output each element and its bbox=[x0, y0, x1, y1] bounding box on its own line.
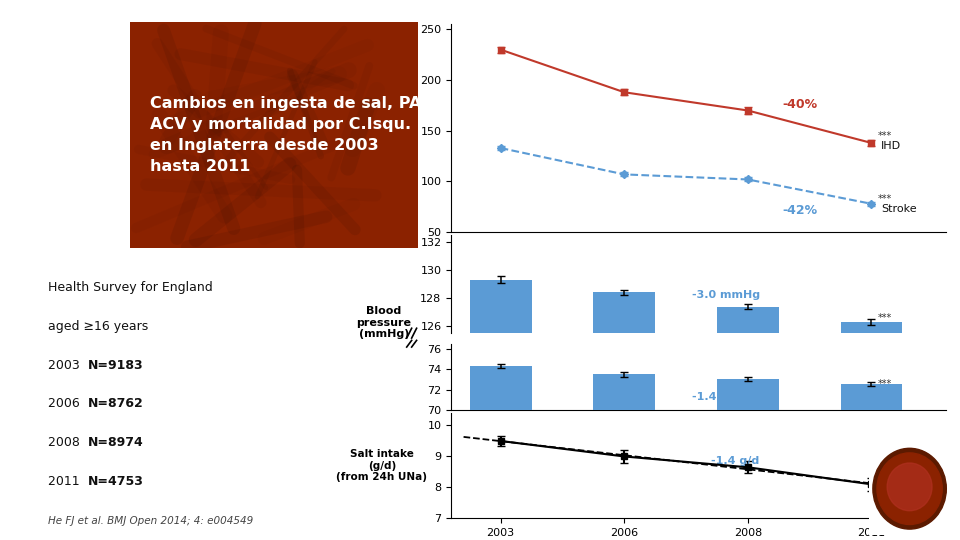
Text: ***: *** bbox=[877, 194, 892, 204]
Text: -3.0 mmHg: -3.0 mmHg bbox=[692, 290, 760, 300]
Text: aged ≥16 years: aged ≥16 years bbox=[48, 320, 148, 333]
Text: ***: *** bbox=[877, 313, 892, 322]
Text: 2006: 2006 bbox=[48, 397, 84, 410]
Text: 2003: 2003 bbox=[48, 359, 84, 372]
Text: ***: *** bbox=[877, 131, 892, 141]
Text: Stroke: Stroke bbox=[881, 204, 917, 214]
Bar bbox=[717, 307, 779, 333]
Text: IHD: IHD bbox=[881, 141, 901, 151]
Text: N=9183: N=9183 bbox=[88, 359, 144, 372]
Ellipse shape bbox=[887, 463, 932, 511]
Text: Health Survey for England: Health Survey for England bbox=[48, 281, 213, 294]
Bar bbox=[593, 375, 655, 410]
Text: -1.4 mmHg: -1.4 mmHg bbox=[692, 392, 760, 402]
Bar bbox=[841, 384, 902, 410]
Text: 2011: 2011 bbox=[48, 475, 84, 488]
Text: He FJ et al. BMJ Open 2014; 4: e004549: He FJ et al. BMJ Open 2014; 4: e004549 bbox=[48, 516, 253, 526]
Text: Deaths
per
100,000
per year: Deaths per 100,000 per year bbox=[356, 106, 408, 151]
Text: *: * bbox=[880, 473, 886, 486]
Text: -40%: -40% bbox=[782, 98, 818, 111]
Ellipse shape bbox=[877, 453, 943, 524]
Text: Salt intake
(g/d)
(from 24h UNa): Salt intake (g/d) (from 24h UNa) bbox=[337, 449, 427, 482]
Text: Cambios en ingesta de sal, PA,
ACV y mortalidad por C.Isqu.
en Inglaterra desde : Cambios en ingesta de sal, PA, ACV y mor… bbox=[150, 96, 427, 174]
Text: N=8762: N=8762 bbox=[88, 397, 144, 410]
Text: N=4753: N=4753 bbox=[88, 475, 144, 488]
Bar bbox=[469, 366, 532, 410]
Bar bbox=[593, 293, 655, 333]
Bar bbox=[841, 322, 902, 333]
Text: Blood
pressure
(mmHg): Blood pressure (mmHg) bbox=[356, 306, 412, 339]
Text: ***: *** bbox=[877, 379, 892, 389]
Bar bbox=[469, 280, 532, 333]
Text: -1.4 g/d: -1.4 g/d bbox=[710, 456, 759, 466]
Text: -42%: -42% bbox=[782, 204, 818, 217]
Bar bbox=[717, 379, 779, 410]
Ellipse shape bbox=[873, 448, 947, 529]
Text: N=8974: N=8974 bbox=[88, 436, 144, 449]
Text: 2008: 2008 bbox=[48, 436, 84, 449]
